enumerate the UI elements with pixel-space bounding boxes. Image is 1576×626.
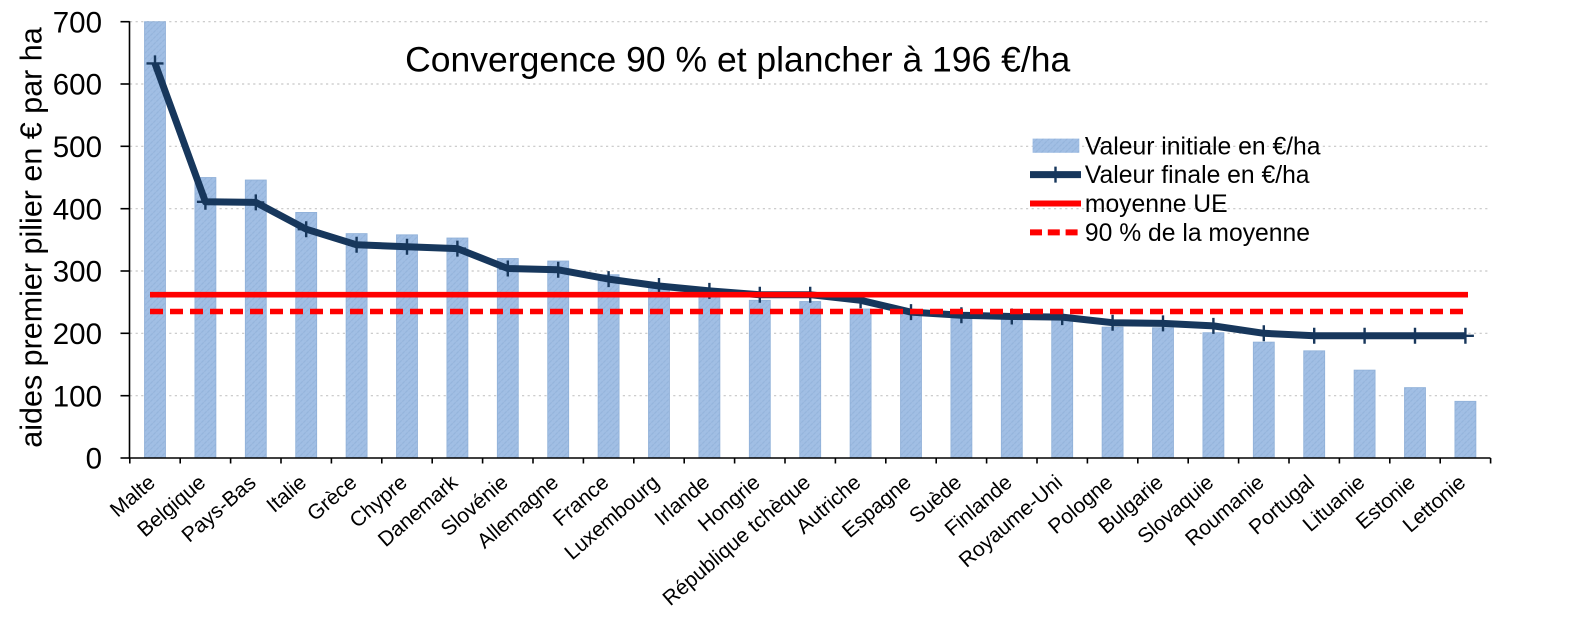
svg-text:200: 200 [53, 318, 102, 351]
svg-text:aides premier pilier en € par: aides premier pilier en € par ha [15, 27, 49, 447]
svg-text:400: 400 [53, 193, 102, 226]
svg-text:Convergence 90 % et plancher à: Convergence 90 % et plancher à 196 €/ha [405, 40, 1070, 80]
svg-text:100: 100 [53, 380, 102, 413]
svg-text:0: 0 [86, 443, 102, 476]
svg-text:500: 500 [53, 131, 102, 164]
svg-text:Valeur finale en €/ha: Valeur finale en €/ha [1085, 162, 1310, 189]
svg-text:700: 700 [53, 6, 102, 39]
svg-text:moyenne UE: moyenne UE [1085, 191, 1228, 218]
svg-text:600: 600 [53, 69, 102, 102]
svg-text:Valeur initiale en €/ha: Valeur initiale en €/ha [1085, 133, 1321, 160]
svg-text:300: 300 [53, 256, 102, 289]
svg-text:90 % de la moyenne: 90 % de la moyenne [1085, 220, 1310, 247]
